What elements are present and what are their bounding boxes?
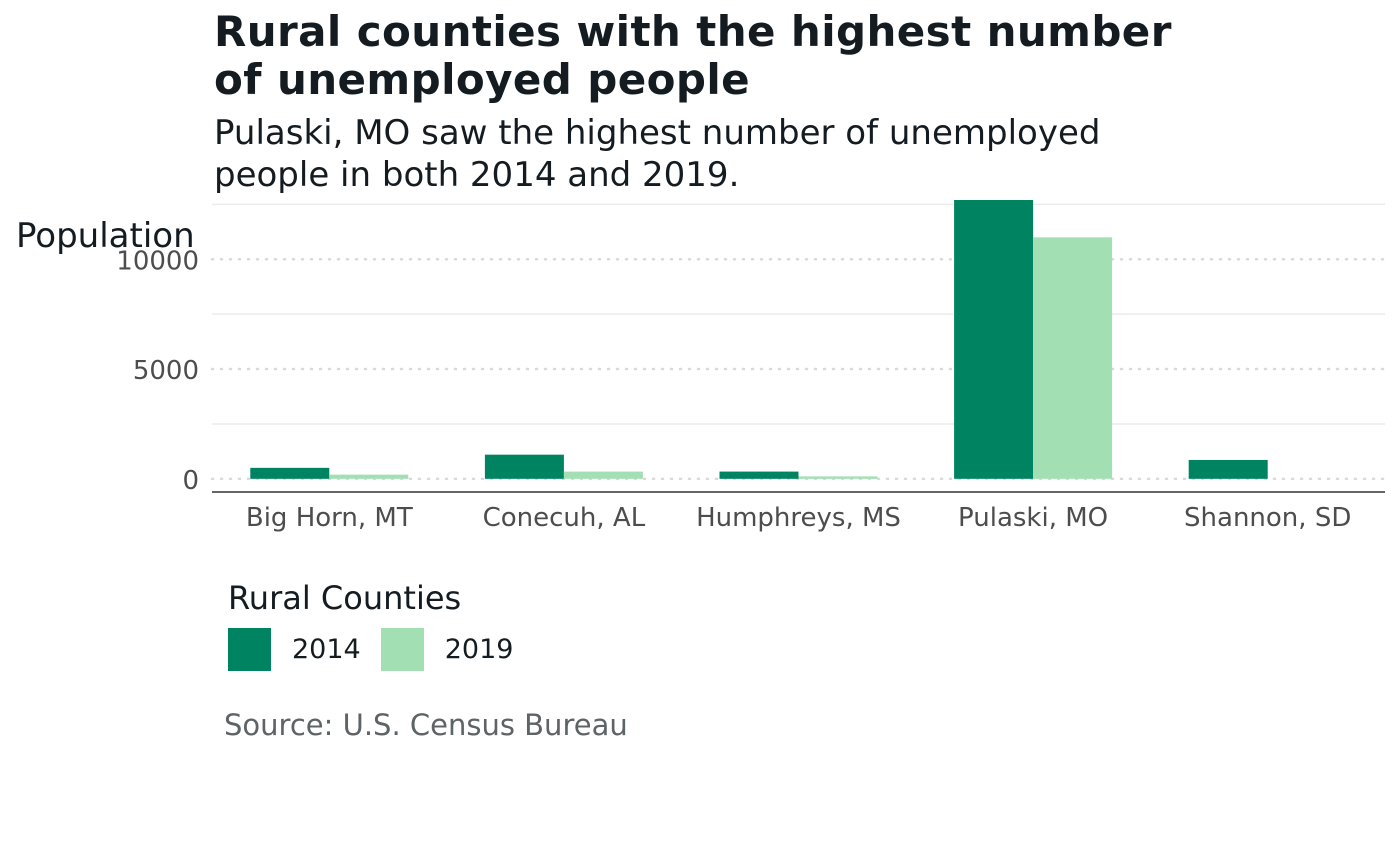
legend-swatch-2019 <box>380 628 424 671</box>
bar-2014-shannon-sd <box>1188 459 1268 479</box>
legend-label-2014: 2014 <box>292 634 361 665</box>
y-tick-labels: 0 5000 10000 <box>116 246 199 496</box>
bar-2019-conecuh-al <box>563 471 643 479</box>
x-tick-label: Conecuh, AL <box>483 503 646 533</box>
legend: Rural Counties 2014 2019 <box>228 578 533 671</box>
legend-label-2019: 2019 <box>444 634 514 665</box>
legend-item-2019: 2019 <box>380 628 514 671</box>
x-tick-labels: Big Horn, MT Conecuh, AL Humphreys, MS Pula… <box>246 503 1351 533</box>
bar-2019-big-horn-mt <box>329 474 409 479</box>
source-caption: Source: U.S. Census Bureau <box>224 708 628 742</box>
legend-items: 2014 2019 <box>228 628 533 671</box>
x-tick-label: Pulaski, MO <box>958 503 1108 533</box>
bars <box>250 200 1268 479</box>
legend-title: Rural Counties <box>228 579 462 617</box>
x-tick-label: Humphreys, MS <box>696 503 901 533</box>
y-tick-label: 10000 <box>116 246 199 276</box>
chart-title: Rural counties with the highest number o… <box>214 7 1172 104</box>
bar-2014-humphreys-ms <box>719 471 799 479</box>
bar-2019-pulaski-mo <box>1033 237 1113 479</box>
bar-chart: 0 5000 10000 Big Horn, MT Conecuh, AL Humphr… <box>16 200 1387 533</box>
y-tick-label: 5000 <box>133 356 199 386</box>
y-tick-label: 0 <box>182 466 199 496</box>
grid-lines <box>210 203 1387 481</box>
y-axis-title: Population <box>16 216 195 256</box>
x-tick-label: Shannon, SD <box>1184 503 1351 533</box>
bar-2019-humphreys-ms <box>798 476 878 479</box>
bar-2014-pulaski-mo <box>954 200 1034 479</box>
legend-item-2014: 2014 <box>228 628 361 671</box>
bar-2014-big-horn-mt <box>250 467 330 479</box>
legend-swatch-2014 <box>228 628 271 671</box>
chart-subtitle: Pulaski, MO saw the highest number of un… <box>214 113 1101 195</box>
bar-2014-conecuh-al <box>484 454 564 479</box>
x-tick-label: Big Horn, MT <box>246 503 413 533</box>
